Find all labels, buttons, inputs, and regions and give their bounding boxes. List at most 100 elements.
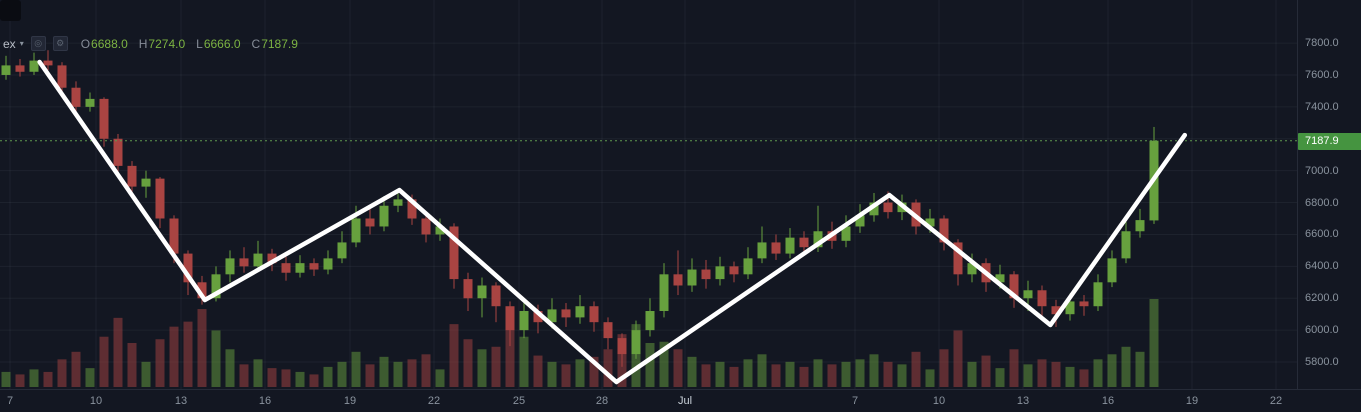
candle-body — [225, 258, 235, 275]
volume-bar — [71, 351, 81, 387]
candle-body — [995, 274, 1005, 283]
candle-body — [323, 258, 333, 270]
volume-bar — [911, 351, 921, 387]
candle-body — [15, 65, 25, 72]
time-axis-label: Jul — [677, 395, 693, 407]
volume-bar — [169, 326, 179, 387]
candle-body — [883, 202, 893, 213]
candle-wick — [817, 205, 819, 252]
volume-bar — [267, 368, 277, 387]
candle-body — [603, 322, 613, 339]
trend-zigzag-drawing[interactable] — [37, 59, 1188, 385]
volume-bar — [925, 369, 935, 387]
candle-body — [1009, 274, 1019, 299]
volume-bar — [225, 349, 235, 387]
chart-legend: ex ▾ ◎ ⚙ O 6688.0 H 7274.0 L 6666.0 C 7187.9 — [3, 36, 298, 51]
candle-body — [57, 65, 67, 88]
volume-bar — [757, 354, 767, 387]
volume-bar — [43, 371, 53, 387]
volume-bar — [673, 349, 683, 387]
candle-body — [813, 231, 823, 248]
candle-body — [463, 279, 473, 299]
candle-body — [617, 338, 627, 355]
price-tick-label: 7600.0 — [1305, 68, 1339, 81]
candle-body — [43, 60, 53, 66]
price-tick-label: 5800.0 — [1305, 356, 1339, 369]
candle-body — [1135, 220, 1145, 232]
volume-bar — [701, 364, 711, 387]
volume-bar — [351, 351, 361, 387]
open-key: O — [80, 36, 91, 51]
volume-bar — [1037, 359, 1047, 387]
volume-bar — [869, 354, 879, 387]
time-axis[interactable]: 7 10 13 16 19 22 25 28 Jul 7 10 13 16 19 22 — [0, 389, 1361, 412]
volume-bar — [29, 369, 39, 387]
candle-body — [281, 263, 291, 273]
candle-body — [113, 138, 123, 166]
candle-body — [939, 218, 949, 243]
time-axis-label: 7 — [851, 395, 859, 407]
volume-bar — [1009, 349, 1019, 387]
volume-bar — [463, 339, 473, 387]
volume-bar — [15, 374, 25, 387]
price-tick-label: 6400.0 — [1305, 260, 1339, 273]
current-price-badge: 7187.9 — [1298, 132, 1361, 150]
volume-bar — [841, 361, 851, 387]
volume-bar — [813, 359, 823, 387]
candle-body — [519, 311, 529, 331]
time-axis-label: 22 — [427, 395, 441, 407]
volume-bar — [855, 359, 865, 387]
candle-body — [421, 218, 431, 235]
volume-bar — [127, 343, 137, 387]
volume-bar — [323, 366, 333, 387]
volume-bar — [505, 314, 515, 387]
candle-body — [701, 269, 711, 280]
volume-bar — [1, 371, 11, 387]
volume-bar — [743, 359, 753, 387]
volume-bar — [645, 343, 655, 387]
candle-body — [435, 226, 445, 235]
candlestick-chart[interactable] — [0, 0, 1297, 389]
candle-body — [841, 226, 851, 241]
candle-body — [953, 242, 963, 275]
symbol-selector[interactable]: ex ▾ — [3, 37, 24, 51]
volume-bar — [407, 359, 417, 387]
volume-bar — [1093, 359, 1103, 387]
candle-body — [855, 215, 865, 227]
chart-pane[interactable]: ex ▾ ◎ ⚙ O 6688.0 H 7274.0 L 6666.0 C 7187.9 — [0, 0, 1297, 389]
close-key: C — [251, 36, 261, 51]
candle-body — [1107, 258, 1117, 283]
candle-body — [365, 218, 375, 227]
eye-icon[interactable]: ◎ — [30, 36, 46, 51]
volume-bar — [533, 355, 543, 387]
volume-bar — [211, 330, 221, 387]
candle-body — [211, 274, 221, 299]
candle-body — [561, 309, 571, 318]
volume-bar — [659, 341, 669, 387]
high-key: H — [138, 36, 148, 51]
volume-bar — [85, 368, 95, 387]
candle-body — [183, 253, 193, 283]
volume-bar — [785, 361, 795, 387]
volume-bar — [57, 359, 67, 387]
low-number: 6666.0 — [203, 36, 241, 51]
candle-body — [743, 258, 753, 275]
candle-body — [477, 285, 487, 299]
candles-layer — [1, 50, 1159, 367]
candle-body — [351, 218, 361, 243]
volume-bar — [309, 374, 319, 387]
candle-body — [645, 311, 655, 331]
price-tick-label: 6600.0 — [1305, 228, 1339, 241]
gear-icon[interactable]: ⚙ — [52, 36, 68, 51]
candle-body — [155, 178, 165, 219]
volume-bar — [1065, 366, 1075, 387]
volume-bar — [561, 364, 571, 387]
time-axis-label: 13 — [174, 395, 188, 407]
volume-bar — [1023, 364, 1033, 387]
volume-bar — [603, 349, 613, 387]
price-axis[interactable]: 7187.9 7800.0 7600.0 7400.0 7000.0 6800.0 660… — [1297, 0, 1361, 389]
volume-bar — [897, 364, 907, 387]
symbol-label: ex — [3, 36, 16, 51]
app-logo-button[interactable] — [0, 0, 21, 21]
time-axis-label: 16 — [258, 395, 272, 407]
